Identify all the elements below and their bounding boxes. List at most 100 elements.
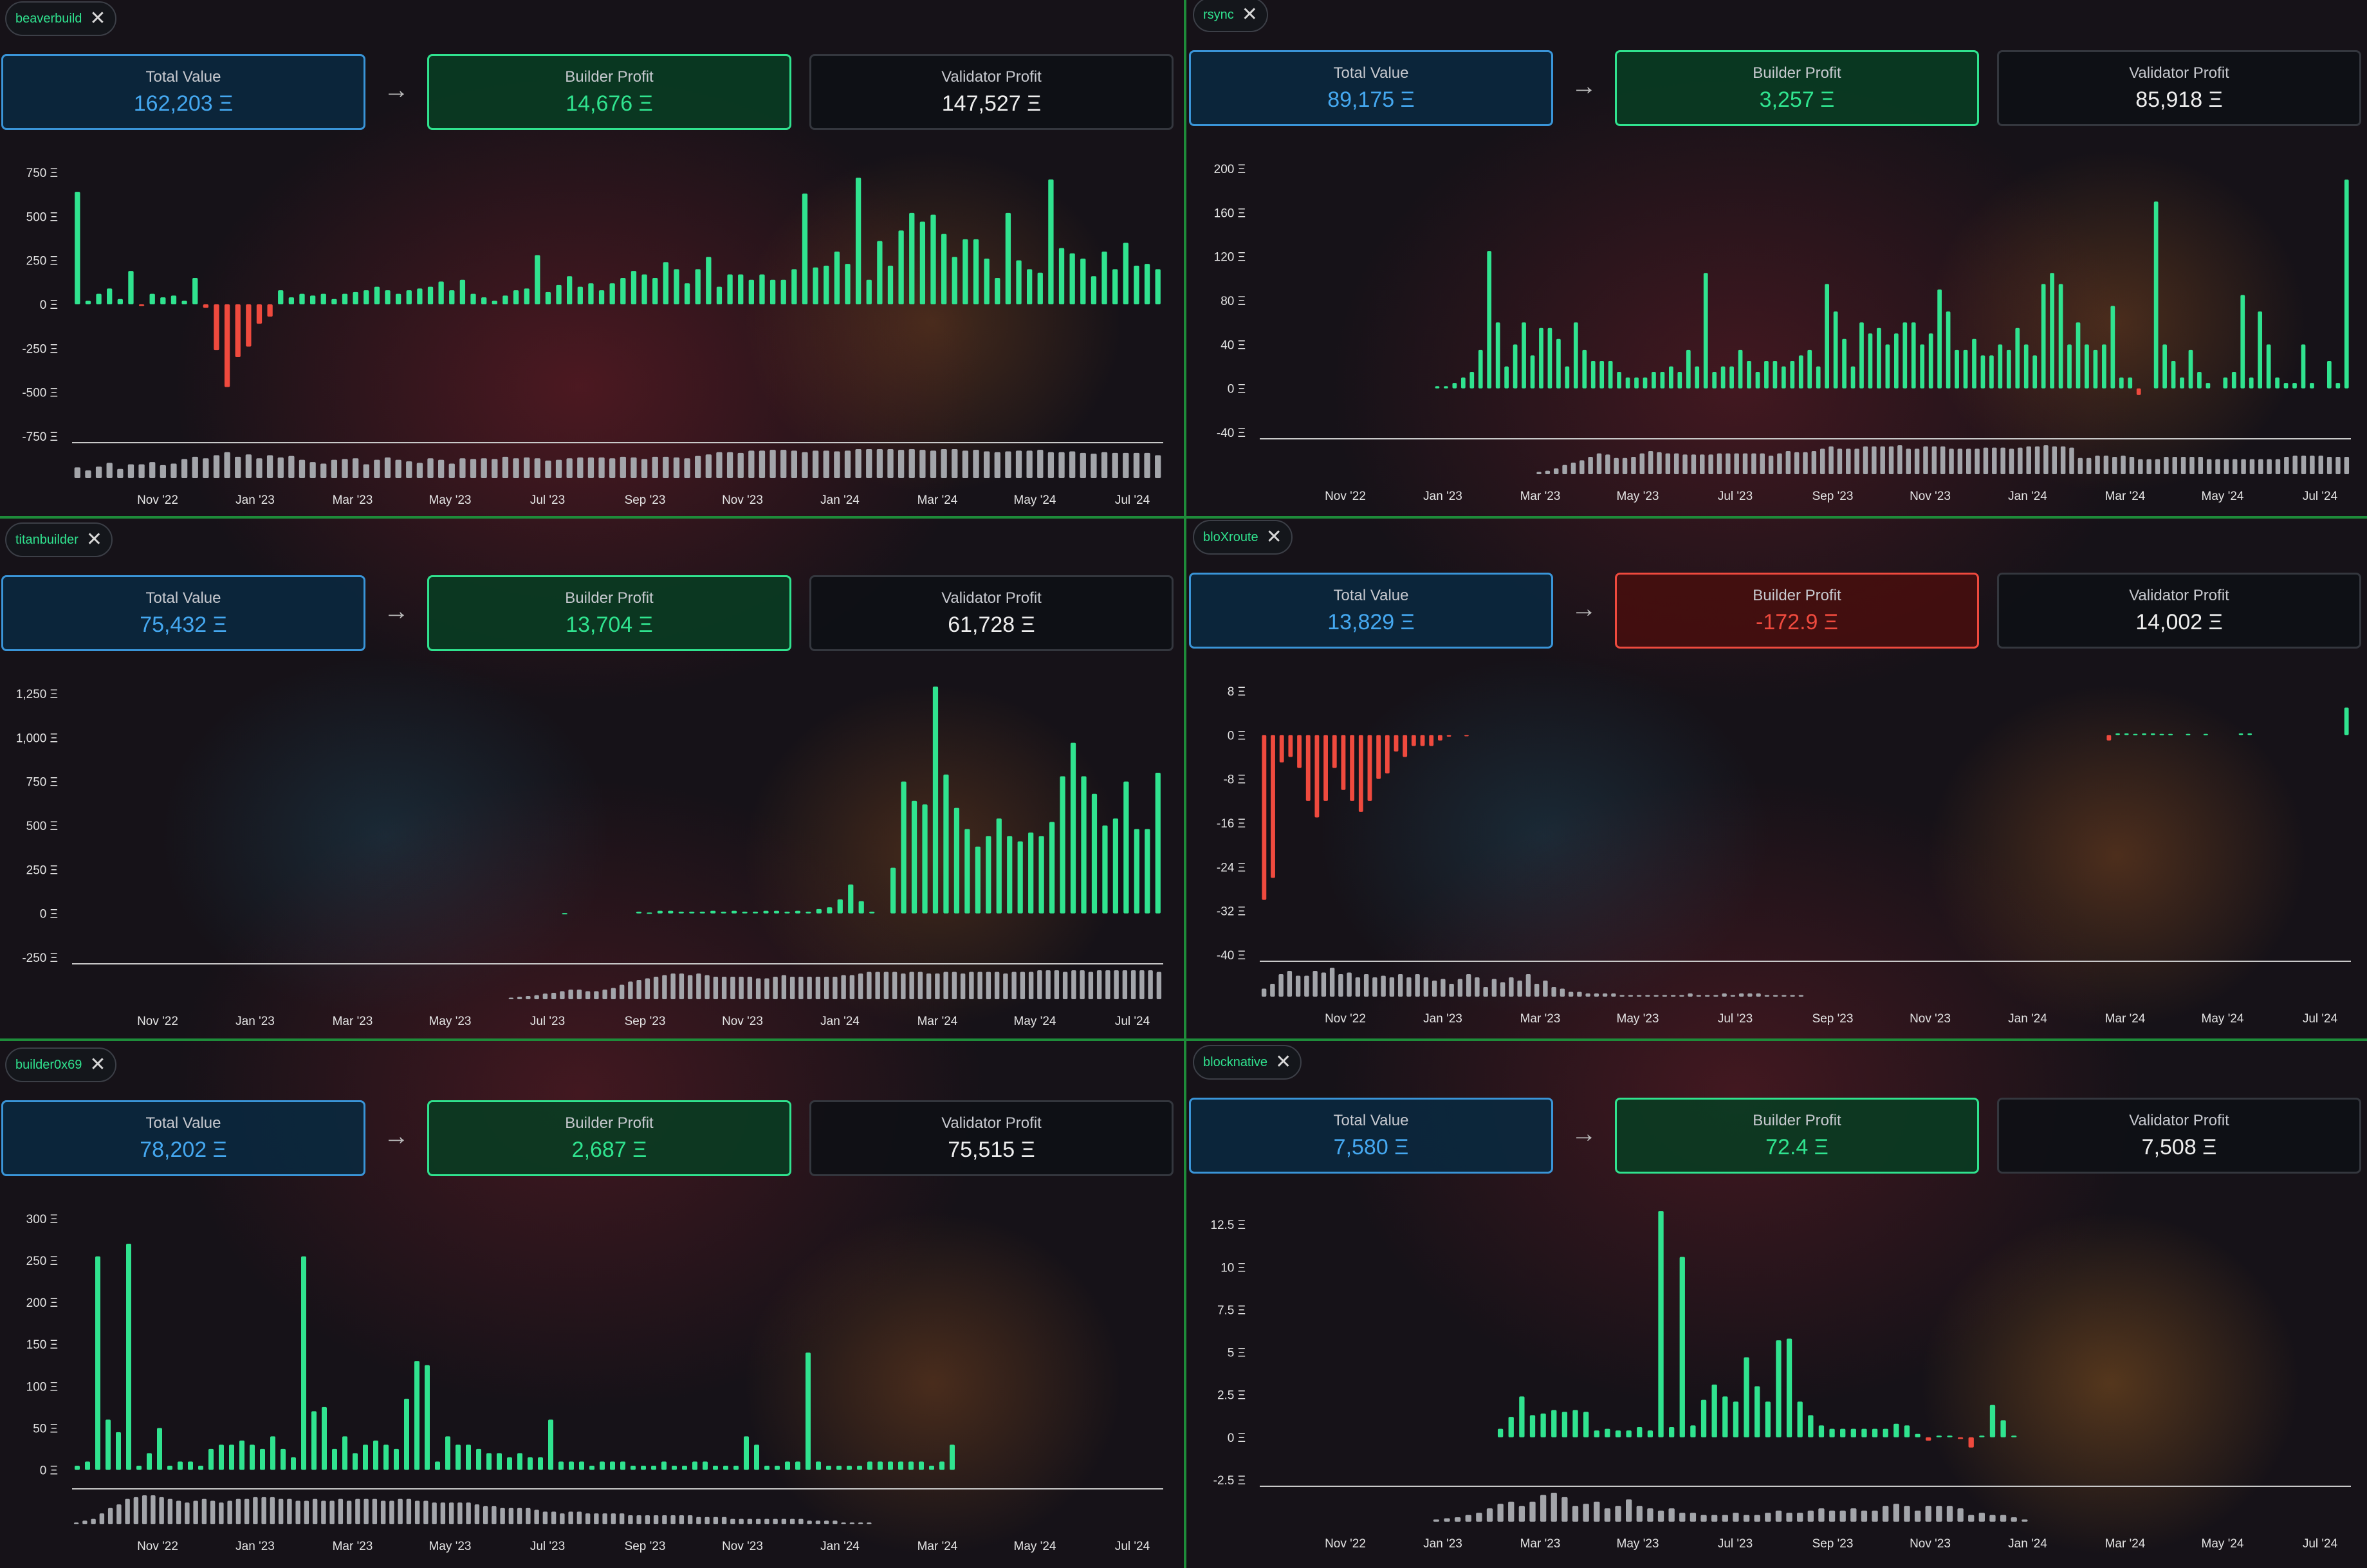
volume-bar	[395, 459, 401, 478]
volume-bar	[2164, 457, 2169, 474]
close-icon[interactable]: ✕	[86, 529, 102, 550]
close-icon[interactable]: ✕	[89, 8, 106, 29]
builder-name: titanbuilder	[15, 532, 78, 547]
volume-bar	[304, 1500, 309, 1524]
volume-bar	[730, 977, 735, 999]
close-icon[interactable]: ✕	[1266, 526, 1282, 548]
profit-bar	[878, 1461, 883, 1470]
profit-bar	[2283, 383, 2289, 389]
validator-profit-value: 7,508 Ξ	[2141, 1134, 2217, 1159]
volume-bar	[789, 977, 795, 999]
volume-bar	[577, 457, 584, 478]
volume-bar	[1363, 974, 1369, 997]
profit-bar	[869, 911, 875, 914]
builder-filter-chip[interactable]: rsync ✕	[1193, 0, 1268, 32]
volume-bar	[645, 1515, 650, 1524]
profit-bar	[738, 274, 744, 304]
profit-bar	[1288, 735, 1293, 757]
y-tick-label: 12.5 Ξ	[1210, 1219, 1246, 1232]
profit-bar	[374, 286, 380, 304]
profit-bar	[919, 1461, 924, 1470]
volume-bar	[598, 457, 605, 478]
x-tick-label: Jan '23	[235, 1015, 275, 1028]
profit-bar	[1842, 338, 1847, 389]
volume-bar	[1491, 979, 1497, 997]
volume-bar	[2318, 456, 2323, 474]
y-tick-label: 300 Ξ	[26, 1213, 58, 1226]
profit-bar	[674, 269, 679, 304]
volume-bar	[1543, 981, 1548, 997]
profit-bar	[1955, 349, 1959, 389]
profit-bar	[235, 304, 241, 357]
x-tick-label: Jul '23	[530, 1015, 565, 1028]
volume-bar	[1751, 453, 1756, 474]
x-tick-label: Jan '24	[2008, 1537, 2047, 1551]
profit-bar	[1452, 383, 1457, 389]
profit-bar	[1005, 212, 1011, 304]
volume-bar	[1088, 972, 1094, 999]
validator-profit-value: 75,515 Ξ	[948, 1137, 1035, 1162]
volume-bar	[1270, 984, 1275, 997]
volume-bar	[508, 1508, 514, 1524]
volume-bar	[679, 973, 685, 999]
profit-bar	[2006, 349, 2011, 389]
volume-bar	[1949, 448, 1954, 474]
close-icon[interactable]: ✕	[89, 1054, 106, 1075]
profit-bar	[1556, 338, 1561, 389]
profit-bar	[331, 299, 337, 304]
volume-bar	[423, 1500, 428, 1524]
profit-bar	[1686, 349, 1691, 389]
builder-filter-chip[interactable]: bloXroute ✕	[1193, 520, 1293, 555]
volume-bar	[1583, 1504, 1589, 1522]
volume-bar	[1798, 995, 1804, 997]
profit-bar	[2197, 372, 2202, 389]
close-icon[interactable]: ✕	[1241, 4, 1258, 25]
profit-bar	[1429, 735, 1434, 746]
volume-bar	[193, 1500, 198, 1524]
profit-bar	[2041, 284, 2046, 389]
profit-bar	[214, 304, 219, 351]
volume-bar	[414, 1500, 420, 1524]
volume-bar	[628, 1515, 633, 1524]
profit-bar	[887, 265, 894, 304]
volume-bar	[764, 978, 769, 999]
total-value-card: Total Value 13,829 Ξ	[1189, 573, 1553, 649]
builder-filter-chip[interactable]: titanbuilder ✕	[5, 522, 113, 557]
validator-profit-label: Validator Profit	[2129, 1111, 2229, 1129]
builder-panel-titanbuilder: titanbuilder ✕ Total Value 75,432 Ξ → Bu…	[0, 521, 1181, 1041]
x-tick-label: Mar '23	[333, 1540, 373, 1553]
profit-bar	[1883, 1428, 1888, 1437]
profit-bar	[1807, 349, 1812, 389]
y-tick-label: 80 Ξ	[1220, 295, 1246, 308]
volume-bar	[256, 458, 262, 478]
volume-bar	[2155, 459, 2160, 474]
profit-bar-chart: 8 Ξ 0 Ξ -8 Ξ -16 Ξ -24 Ξ -32 Ξ -40 Ξ Nov '22 Jan…	[1217, 685, 2351, 1026]
builder-filter-chip[interactable]: beaverbuild ✕	[5, 1, 116, 36]
profit-bar	[919, 221, 926, 304]
profit-bar	[1816, 366, 1821, 389]
builder-filter-chip[interactable]: builder0x69 ✕	[5, 1047, 116, 1082]
volume-bar	[133, 1497, 139, 1524]
profit-bar	[278, 290, 284, 304]
volume-bar	[748, 450, 755, 478]
profit-bar	[1669, 1427, 1675, 1437]
volume-bar	[295, 1500, 300, 1524]
volume-bar	[687, 1515, 693, 1524]
volume-bar	[1730, 995, 1736, 997]
profit-bar-chart: 300 Ξ 250 Ξ 200 Ξ 150 Ξ 100 Ξ 50 Ξ 0 Ξ Nov '22 J…	[26, 1213, 1163, 1553]
x-tick-label: Jul '23	[530, 493, 565, 507]
volume-bar	[73, 1522, 79, 1524]
profit-bar	[1495, 322, 1500, 389]
profit-bar	[1551, 1410, 1557, 1437]
x-tick-label: Mar '23	[333, 493, 373, 507]
profit-bar	[281, 1448, 286, 1470]
x-tick-label: May '24	[2202, 1537, 2244, 1551]
volume-bar	[1679, 995, 1684, 997]
x-tick-label: Sep '23	[1812, 1012, 1854, 1026]
volume-bar	[181, 459, 188, 478]
x-tick-label: Sep '23	[1812, 490, 1854, 503]
close-icon[interactable]: ✕	[1275, 1051, 1292, 1073]
builder-filter-chip[interactable]: blocknative ✕	[1193, 1045, 1302, 1080]
profit-bar	[609, 283, 615, 304]
profit-bar	[1920, 344, 1925, 389]
